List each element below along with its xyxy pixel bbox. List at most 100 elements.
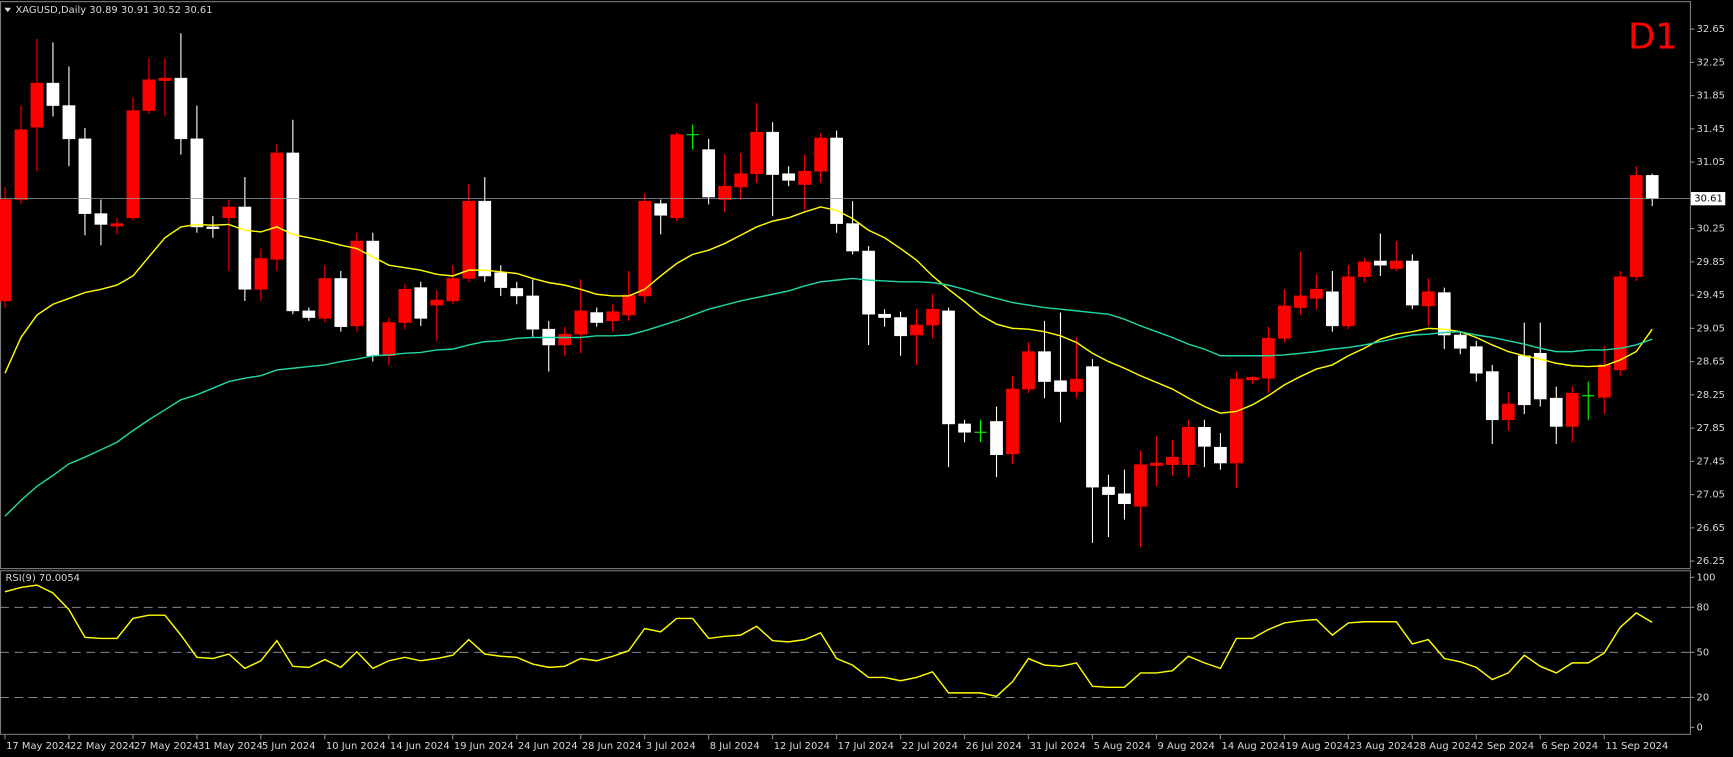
candle-body	[222, 206, 236, 219]
candle-body	[1118, 493, 1131, 505]
candle-body	[398, 288, 412, 323]
x-tick-label: 23 Aug 2024	[1349, 741, 1413, 752]
candle-body	[1597, 364, 1611, 398]
current-price-box	[1691, 192, 1726, 206]
candle-body	[846, 223, 859, 252]
candle-body	[190, 138, 204, 228]
candle-body	[1262, 338, 1275, 379]
candle-body	[382, 322, 396, 357]
candle-body	[1006, 388, 1019, 455]
candle-body	[254, 258, 268, 290]
candle-body	[1086, 366, 1099, 488]
x-tick-label: 2 Sep 2024	[1477, 741, 1534, 752]
candle-body	[1485, 371, 1499, 421]
candle-body	[990, 421, 1003, 455]
candle-body	[158, 77, 172, 81]
candle-body	[206, 226, 220, 229]
candle-body	[270, 152, 284, 260]
candle-body	[590, 312, 604, 323]
candle-body	[94, 213, 108, 225]
candle-body	[1038, 351, 1051, 382]
candle-body	[1421, 291, 1435, 307]
candle-body	[606, 311, 620, 322]
candle-body	[1437, 292, 1451, 336]
x-tick-label: 22 Jul 2024	[902, 741, 958, 752]
candle-body	[1373, 260, 1387, 266]
rsi-line	[4, 584, 1653, 698]
y-tick-label: 26.65	[1697, 523, 1725, 534]
x-tick-label: 10 Jun 2024	[326, 741, 386, 752]
x-tick-label: 3 Jul 2024	[646, 741, 696, 752]
x-tick-label: 27 May 2024	[134, 741, 199, 752]
candle-body	[830, 137, 843, 224]
x-tick-label: 28 Jun 2024	[582, 741, 642, 752]
x-tick-label: 12 Jul 2024	[774, 741, 830, 752]
candle-body	[1405, 260, 1419, 306]
chart-header: XAGUSD,Daily 30.89 30.91 30.52 30.61	[15, 5, 212, 16]
candle-body	[1517, 355, 1531, 406]
candle-body	[350, 240, 364, 327]
candle-body	[414, 287, 428, 319]
current-price-label: 30.61	[1694, 194, 1722, 205]
candle-body	[798, 170, 811, 185]
candle-body	[702, 149, 716, 198]
x-tick-label: 31 May 2024	[198, 741, 263, 752]
x-tick-label: 19 Aug 2024	[1285, 741, 1349, 752]
candle-body	[334, 278, 348, 327]
candle-body	[126, 110, 140, 219]
x-tick-label: 26 Jul 2024	[966, 741, 1022, 752]
y-tick-label: 31.05	[1697, 157, 1725, 168]
y-tick-label: 27.05	[1697, 490, 1725, 501]
candle-body	[1533, 353, 1547, 400]
y-tick-label: 27.85	[1697, 423, 1725, 434]
y-tick-label: 27.45	[1697, 456, 1725, 467]
candle-body	[910, 324, 923, 336]
candle-body	[1389, 260, 1403, 269]
candle-body	[574, 310, 588, 335]
moving-average	[4, 206, 1653, 414]
candle-body	[1629, 175, 1643, 278]
candle-body	[1246, 377, 1259, 381]
x-tick-label: 5 Jun 2024	[262, 741, 315, 752]
rsi-y-tick-label: 0	[1697, 722, 1703, 733]
candle-body	[1166, 456, 1179, 465]
y-tick-label: 29.85	[1697, 257, 1725, 268]
x-tick-label: 17 Jul 2024	[838, 741, 894, 752]
y-tick-label: 32.25	[1697, 57, 1725, 68]
candle-body	[446, 278, 460, 302]
rsi-y-tick-label: 20	[1697, 692, 1710, 703]
main-panel-frame	[0, 1, 1692, 570]
candle-body	[1102, 486, 1115, 495]
x-tick-label: 17 May 2024	[6, 741, 71, 752]
y-tick-label: 30.25	[1697, 224, 1725, 235]
candle-body	[1230, 378, 1243, 464]
x-tick-label: 9 Aug 2024	[1158, 741, 1215, 752]
candle-body	[142, 79, 156, 111]
candle-body	[1150, 462, 1163, 466]
candle-body	[1134, 464, 1147, 507]
candle-body	[894, 317, 907, 337]
candle-body	[110, 223, 124, 227]
menu-triangle	[4, 7, 12, 13]
candle-body	[62, 105, 76, 140]
rsi-y-tick-label: 80	[1697, 602, 1710, 613]
candle-body	[174, 77, 188, 140]
y-tick-label: 29.05	[1697, 323, 1725, 334]
candle-body	[766, 131, 779, 175]
y-tick-label: 31.45	[1697, 124, 1725, 135]
x-tick-label: 24 Jun 2024	[518, 741, 578, 752]
candle-body	[46, 82, 60, 106]
candle-body	[462, 200, 476, 279]
x-tick-label: 22 May 2024	[70, 741, 135, 752]
candle-body	[1549, 397, 1563, 427]
x-tick-label: 6 Sep 2024	[1541, 741, 1598, 752]
candle-body	[1310, 288, 1323, 299]
candle-body	[1022, 351, 1035, 390]
candle-body	[1565, 392, 1579, 427]
candle-body	[1182, 426, 1195, 465]
candle-body	[958, 423, 971, 433]
candle-body	[1501, 403, 1515, 421]
candle-body	[926, 308, 939, 326]
candle-body	[478, 200, 492, 277]
